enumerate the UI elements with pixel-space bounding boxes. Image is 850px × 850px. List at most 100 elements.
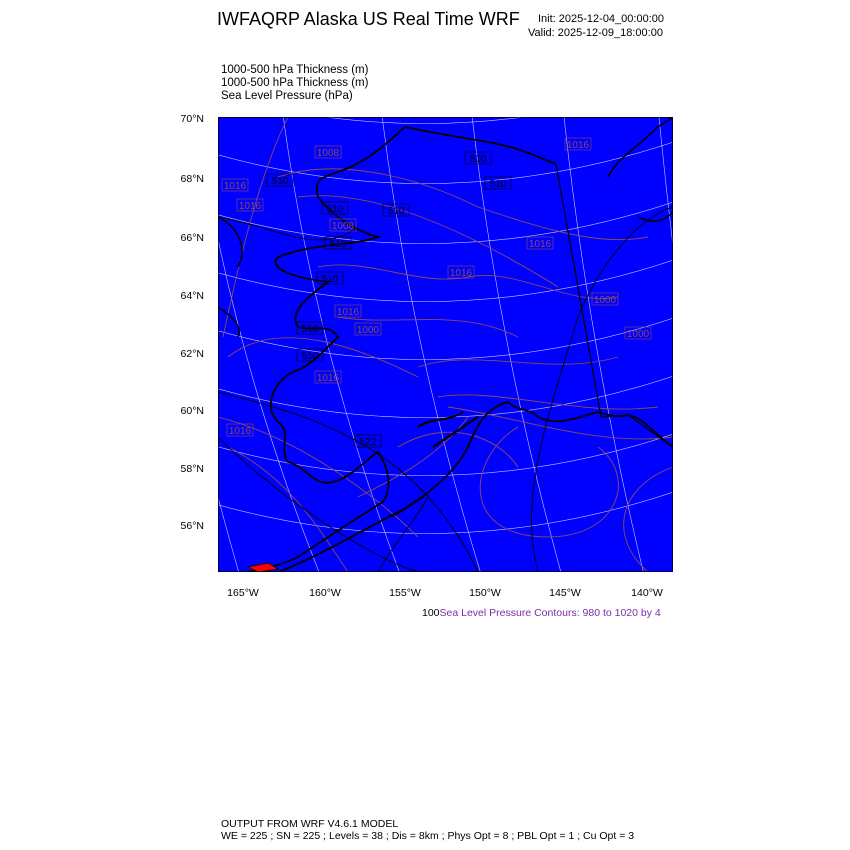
contour-label: 522 bbox=[360, 437, 377, 448]
contour-label: 1016 bbox=[529, 239, 552, 250]
lat-tick-label: 62°N bbox=[180, 348, 204, 360]
contour-label: 510 bbox=[490, 179, 507, 190]
slp-contour bbox=[277, 168, 649, 241]
lat-tick-label: 64°N bbox=[180, 290, 204, 302]
contour-label-box bbox=[226, 423, 254, 437]
contour-label: 1016 bbox=[450, 268, 473, 279]
contour-label-box bbox=[329, 218, 357, 232]
lon-tick-label: 165°W bbox=[227, 587, 259, 599]
contour-note-text: Sea Level Pressure Contours: 980 to 1020… bbox=[439, 607, 661, 619]
contour-labels: 1016 1016 1008 1008 510 510 510 510 1016 510 510 51… bbox=[221, 137, 652, 448]
meridian-line bbox=[218, 495, 239, 572]
meridian-line bbox=[471, 117, 562, 572]
parallel-line bbox=[218, 259, 673, 302]
contour-label: 510 bbox=[388, 206, 405, 217]
contour-label: 510 bbox=[272, 176, 289, 187]
contour-label-box bbox=[236, 198, 264, 212]
lat-tick-label: 56°N bbox=[180, 520, 204, 532]
lon-tick-label: 155°W bbox=[389, 587, 421, 599]
contour-label-box bbox=[591, 292, 619, 306]
lon-tick-label: 140°W bbox=[631, 587, 663, 599]
contour-label: 510 bbox=[302, 351, 319, 362]
lat-tick-label: 70°N bbox=[180, 113, 204, 125]
contour-label: 510 bbox=[470, 154, 487, 165]
contour-label-box bbox=[564, 137, 592, 151]
slp-contour bbox=[227, 337, 419, 378]
contour-label: 1016 bbox=[567, 140, 590, 151]
contour-label-box bbox=[484, 176, 512, 190]
lon-tick-label: 150°W bbox=[469, 587, 501, 599]
contour-label-box bbox=[624, 326, 652, 340]
contour-label: 510 bbox=[302, 324, 319, 335]
contour-label: 1000 bbox=[357, 325, 380, 336]
slp-contour bbox=[437, 394, 659, 410]
parallel-line bbox=[218, 491, 673, 534]
parallel-line bbox=[218, 317, 673, 360]
meridian-line bbox=[381, 117, 481, 572]
contour-note: 100Sea Level Pressure Contours: 980 to 1… bbox=[422, 607, 661, 619]
plot-title: IWFAQRP Alaska US Real Time WRF bbox=[217, 9, 520, 29]
contour-label: 1008 bbox=[332, 221, 355, 232]
island-coast bbox=[417, 411, 464, 428]
coastline bbox=[218, 117, 673, 572]
canada-coastline bbox=[218, 117, 673, 338]
contour-label-box bbox=[296, 348, 324, 362]
contour-label-box bbox=[354, 322, 382, 336]
slp-contour bbox=[337, 316, 519, 338]
contour-label-box bbox=[296, 321, 324, 335]
lat-tick-label: 60°N bbox=[180, 405, 204, 417]
alaska-coastline bbox=[247, 126, 673, 572]
pressure-contours bbox=[218, 117, 673, 572]
field-label-thickness-1: 1000-500 hPa Thickness (m) bbox=[221, 64, 369, 76]
contour-label-box bbox=[221, 178, 249, 192]
contour-label: 1016 bbox=[224, 181, 247, 192]
contour-label: 510 bbox=[322, 274, 339, 285]
contour-label-box bbox=[354, 434, 382, 448]
lon-tick-label: 145°W bbox=[549, 587, 581, 599]
meridian-line bbox=[563, 117, 644, 572]
field-label-thickness-2: 1000-500 hPa Thickness (m) bbox=[221, 77, 369, 89]
latitude-axis: 70°N 68°N 66°N 64°N 62°N 60°N 58°N 56°N bbox=[160, 0, 204, 850]
slp-contour bbox=[623, 466, 673, 572]
thickness-contour bbox=[531, 206, 673, 572]
thickness-contour bbox=[218, 391, 479, 572]
contour-label-box bbox=[464, 151, 492, 165]
contour-label: 1016 bbox=[317, 373, 340, 384]
lat-tick-label: 68°N bbox=[180, 173, 204, 185]
map-plot: 1016 1016 1008 1008 510 510 510 510 1016 510 510 51… bbox=[218, 117, 673, 572]
slp-contour bbox=[417, 356, 619, 368]
contour-label-box bbox=[314, 370, 342, 384]
contour-label-box bbox=[321, 201, 349, 215]
island-coast bbox=[432, 416, 479, 448]
contour-label: 510 bbox=[327, 204, 344, 215]
footer-model: OUTPUT FROM WRF V4.6.1 MODEL bbox=[221, 818, 399, 830]
contour-label-box bbox=[316, 271, 344, 285]
lat-tick-label: 58°N bbox=[180, 463, 204, 475]
contour-label-box bbox=[447, 265, 475, 279]
contour-label-box bbox=[382, 203, 410, 217]
slp-contour bbox=[218, 416, 419, 538]
contour-label-box bbox=[334, 304, 362, 318]
slp-contour bbox=[397, 431, 519, 468]
contour-label: 1000 bbox=[627, 329, 650, 340]
thickness-contour bbox=[377, 496, 429, 572]
contour-note-prefix: 100 bbox=[422, 607, 440, 619]
slp-contour bbox=[297, 195, 559, 288]
island-coast bbox=[387, 496, 424, 519]
parallel-line bbox=[218, 141, 673, 184]
contour-label: 510 bbox=[330, 239, 347, 250]
slp-contour bbox=[479, 426, 619, 538]
thickness-contour bbox=[218, 436, 419, 572]
lon-tick-label: 160°W bbox=[309, 587, 341, 599]
slp-contour bbox=[317, 264, 619, 299]
contour-label: 1008 bbox=[317, 148, 340, 159]
canada-border bbox=[555, 163, 673, 448]
red-highlight-area bbox=[246, 562, 280, 572]
parallel-line bbox=[218, 201, 673, 244]
meridian-line bbox=[658, 117, 673, 249]
parallel-line bbox=[323, 117, 526, 124]
slp-contour bbox=[222, 117, 289, 338]
init-time: Init: 2025-12-04_00:00:00 bbox=[538, 13, 664, 25]
contour-label: 1016 bbox=[229, 426, 252, 437]
thickness-contour bbox=[218, 216, 359, 241]
